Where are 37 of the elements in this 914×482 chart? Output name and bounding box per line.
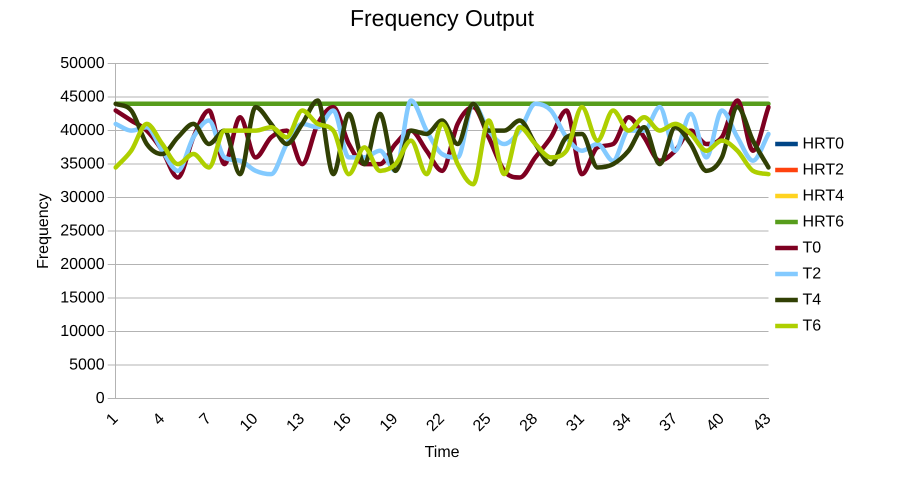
x-tick-label: 43 xyxy=(750,410,775,435)
legend-label: HRT2 xyxy=(802,161,844,178)
y-tick-label: 20000 xyxy=(60,256,105,274)
x-tick-label: 25 xyxy=(470,410,495,435)
x-tick-label: 31 xyxy=(563,410,588,435)
x-tick-label: 13 xyxy=(284,410,308,435)
legend-label: T0 xyxy=(802,239,822,256)
legend-label: T2 xyxy=(802,265,822,282)
y-tick-label: 25000 xyxy=(60,222,105,240)
y-tick-label: 45000 xyxy=(60,88,105,106)
y-tick-label: 50000 xyxy=(60,55,105,72)
legend-label: T4 xyxy=(802,291,822,308)
legend-label: HRT0 xyxy=(802,135,844,152)
y-tick-label: 35000 xyxy=(60,156,105,173)
x-tick-label: 37 xyxy=(656,410,682,435)
y-tick-label: 0 xyxy=(96,390,105,408)
y-tick-label: 30000 xyxy=(60,189,105,206)
x-tick-label: 22 xyxy=(423,410,448,435)
x-tick-label: 4 xyxy=(150,410,168,429)
chart-title: Frequency Output xyxy=(350,5,535,32)
legend-label: T6 xyxy=(802,317,822,334)
y-axis-title: Frequency xyxy=(35,193,52,269)
x-tick-label: 7 xyxy=(196,410,215,429)
legend-label: HRT6 xyxy=(802,213,844,230)
y-tick-label: 5000 xyxy=(69,356,105,374)
x-tick-label: 34 xyxy=(610,410,635,435)
x-tick-label: 1 xyxy=(103,410,122,429)
y-tick-label: 15000 xyxy=(60,290,105,307)
x-tick-label: 40 xyxy=(703,410,728,435)
x-tick-label: 10 xyxy=(236,410,262,435)
x-tick-label: 19 xyxy=(376,410,402,435)
y-tick-label: 40000 xyxy=(60,122,105,140)
legend-label: HRT4 xyxy=(802,187,844,204)
x-axis-title: Time xyxy=(424,444,460,461)
y-tick-label: 10000 xyxy=(60,323,105,340)
x-tick-label: 28 xyxy=(516,410,542,435)
x-tick-label: 16 xyxy=(330,410,355,435)
